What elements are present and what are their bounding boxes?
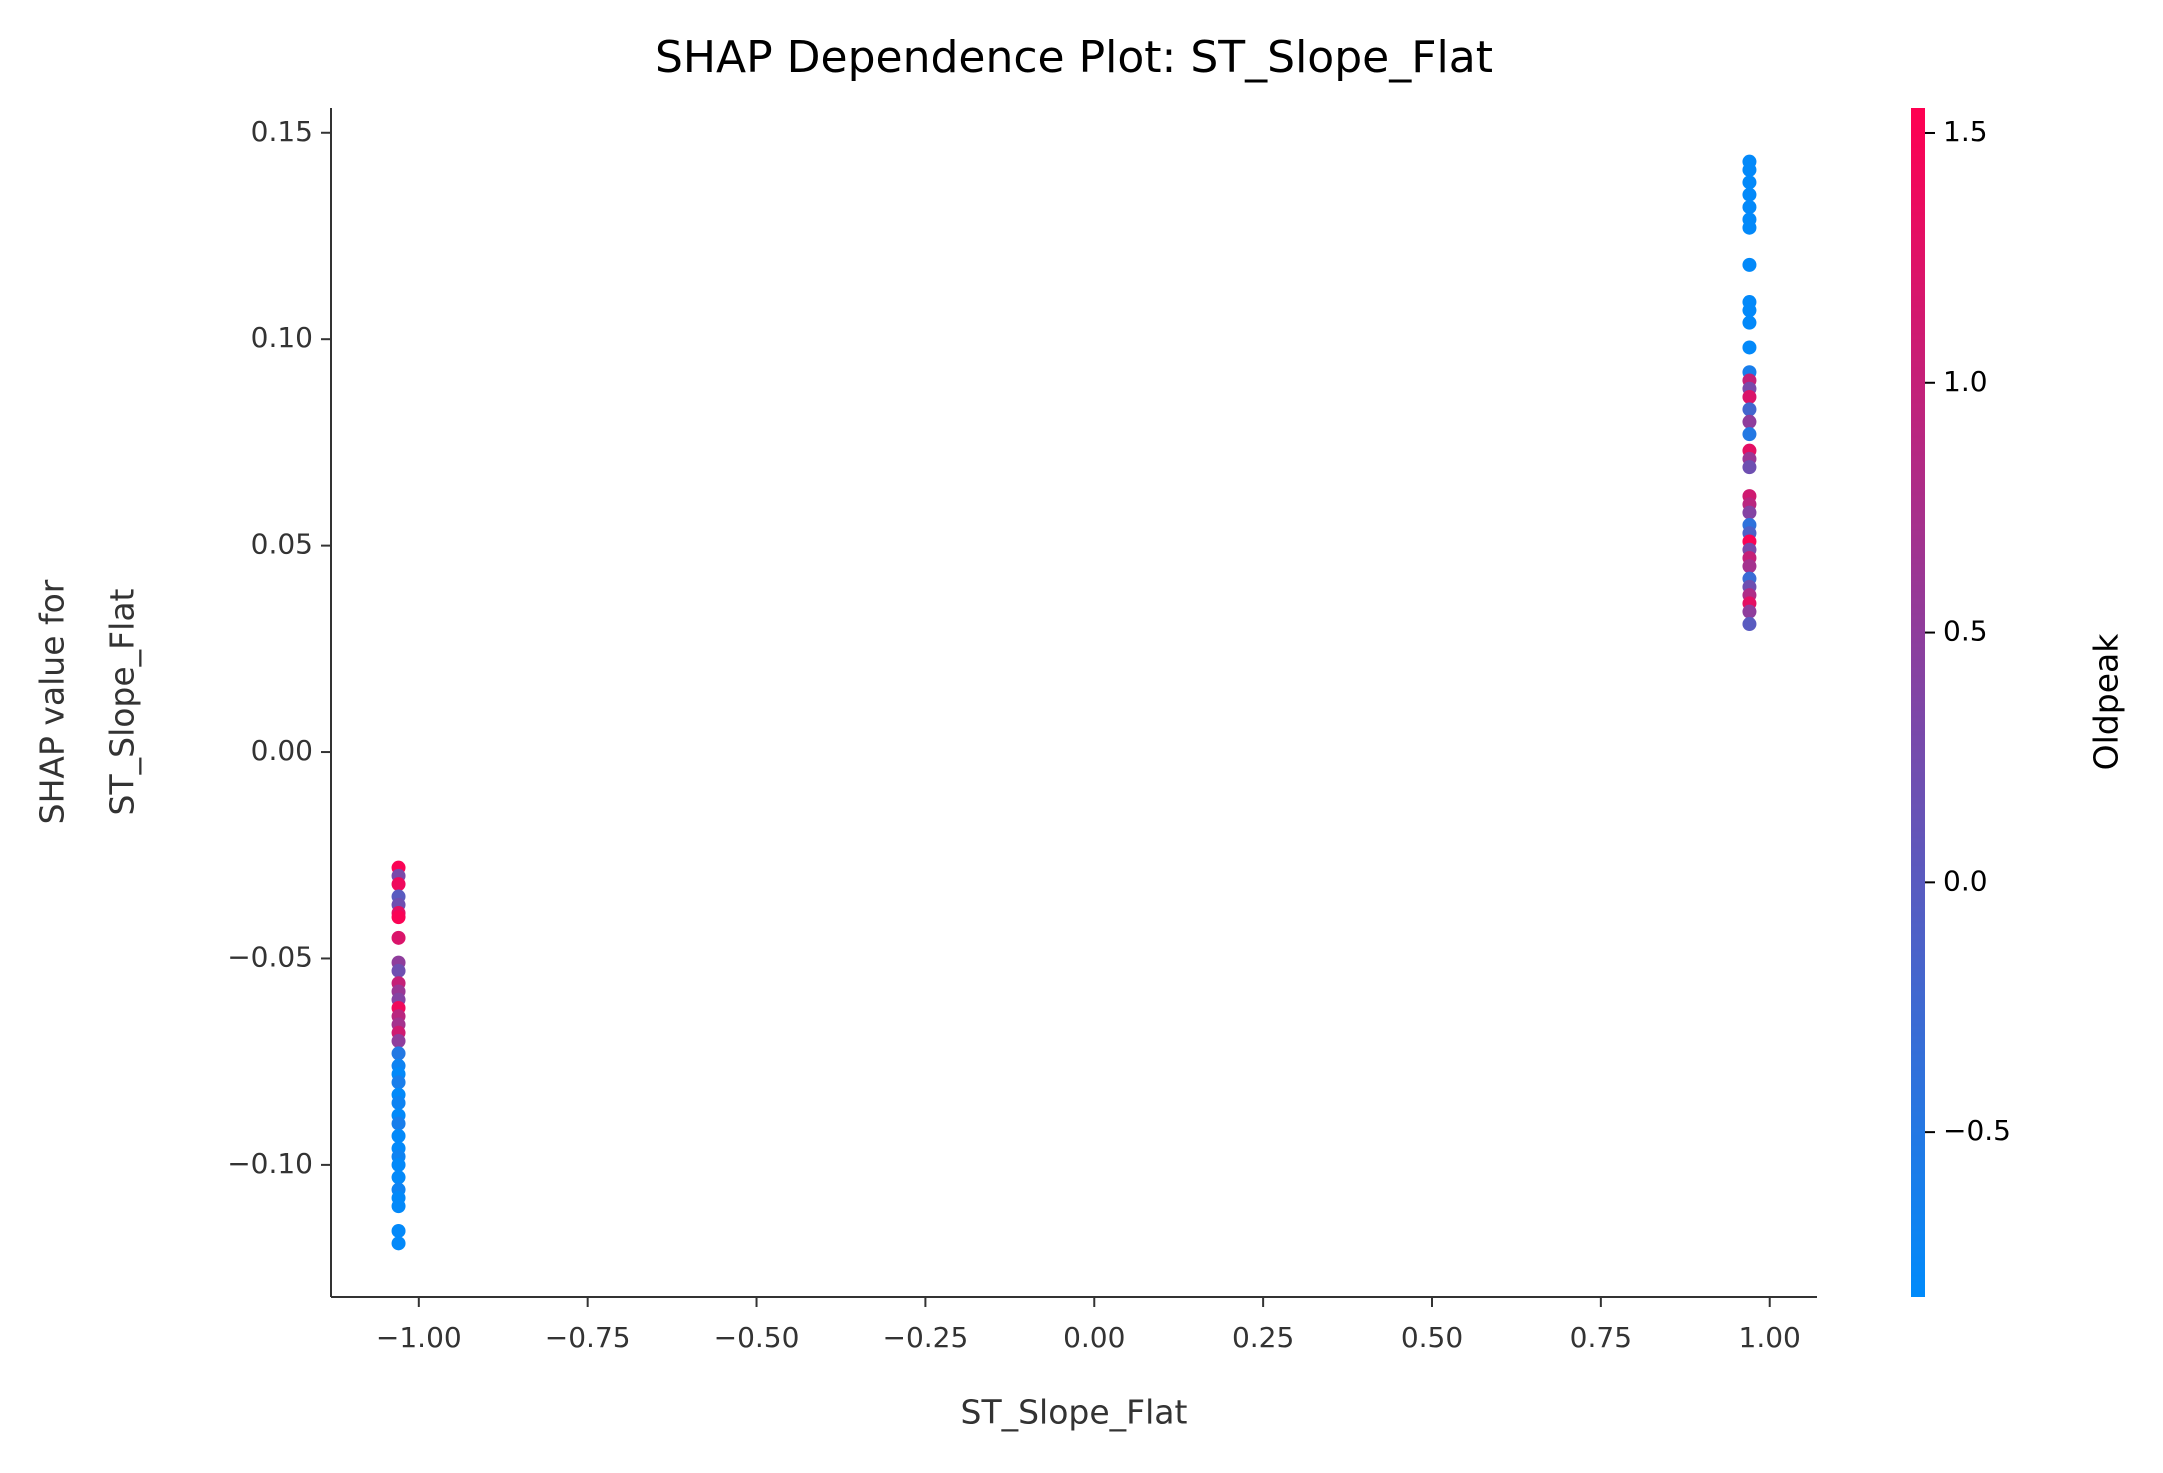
x-tick-label: −0.25 xyxy=(882,1321,968,1354)
point xyxy=(391,1236,406,1251)
colorbar-tick-label: 0.0 xyxy=(1943,864,1988,897)
point xyxy=(391,1128,406,1143)
x-axis-label: ST_Slope_Flat xyxy=(961,1393,1188,1432)
point xyxy=(1742,427,1757,442)
y-tick-label: −0.10 xyxy=(227,1147,313,1180)
point xyxy=(391,930,406,945)
point xyxy=(391,963,406,978)
point xyxy=(391,1075,406,1090)
x-tick-label: 0.75 xyxy=(1570,1321,1632,1354)
colorbar-tick-label: 1.0 xyxy=(1943,365,1988,398)
point xyxy=(391,1046,406,1061)
colorbar-tick-label: −0.5 xyxy=(1943,1114,2011,1147)
point xyxy=(1742,617,1757,632)
point xyxy=(391,1157,406,1172)
y-tick-label: −0.05 xyxy=(227,940,313,973)
point xyxy=(1742,303,1757,318)
point xyxy=(1742,559,1757,574)
point xyxy=(1742,200,1757,215)
x-tick-label: 0.00 xyxy=(1063,1321,1125,1354)
y-tick-label: 0.10 xyxy=(251,321,313,354)
x-tick-label: −0.50 xyxy=(714,1321,800,1354)
colorbar-label: Oldpeak xyxy=(2087,633,2126,771)
colorbar xyxy=(1911,108,1925,1297)
point xyxy=(1742,340,1757,355)
point xyxy=(1742,505,1757,520)
x-tick-label: 1.00 xyxy=(1739,1321,1801,1354)
point xyxy=(1742,187,1757,202)
colorbar-tick-label: 1.5 xyxy=(1943,115,1988,148)
x-tick-label: −0.75 xyxy=(545,1321,631,1354)
point xyxy=(391,1116,406,1131)
point xyxy=(1742,389,1757,404)
point xyxy=(391,1095,406,1110)
x-tick-label: −1.00 xyxy=(376,1321,462,1354)
point xyxy=(1742,414,1757,429)
point xyxy=(1742,604,1757,619)
point xyxy=(391,1199,406,1214)
point xyxy=(1742,315,1757,330)
point xyxy=(391,1170,406,1185)
point xyxy=(391,877,406,892)
x-tick-label: 0.25 xyxy=(1232,1321,1294,1354)
y-tick-label: 0.05 xyxy=(251,528,313,561)
y-tick-label: 0.00 xyxy=(251,734,313,767)
point xyxy=(1742,460,1757,475)
x-tick-label: 0.50 xyxy=(1401,1321,1463,1354)
colorbar-tick-label: 0.5 xyxy=(1943,615,1988,648)
y-tick-label: 0.15 xyxy=(251,115,313,148)
point xyxy=(391,910,406,925)
y-axis-label: SHAP value for xyxy=(33,579,72,824)
point xyxy=(391,1034,406,1049)
point xyxy=(1742,257,1757,272)
y-axis-label: ST_Slope_Flat xyxy=(103,588,142,815)
point xyxy=(1742,162,1757,177)
point xyxy=(1742,220,1757,235)
chart-title: SHAP Dependence Plot: ST_Slope_Flat xyxy=(655,32,1493,83)
point xyxy=(391,1223,406,1238)
point xyxy=(1742,402,1757,417)
point xyxy=(1742,175,1757,190)
